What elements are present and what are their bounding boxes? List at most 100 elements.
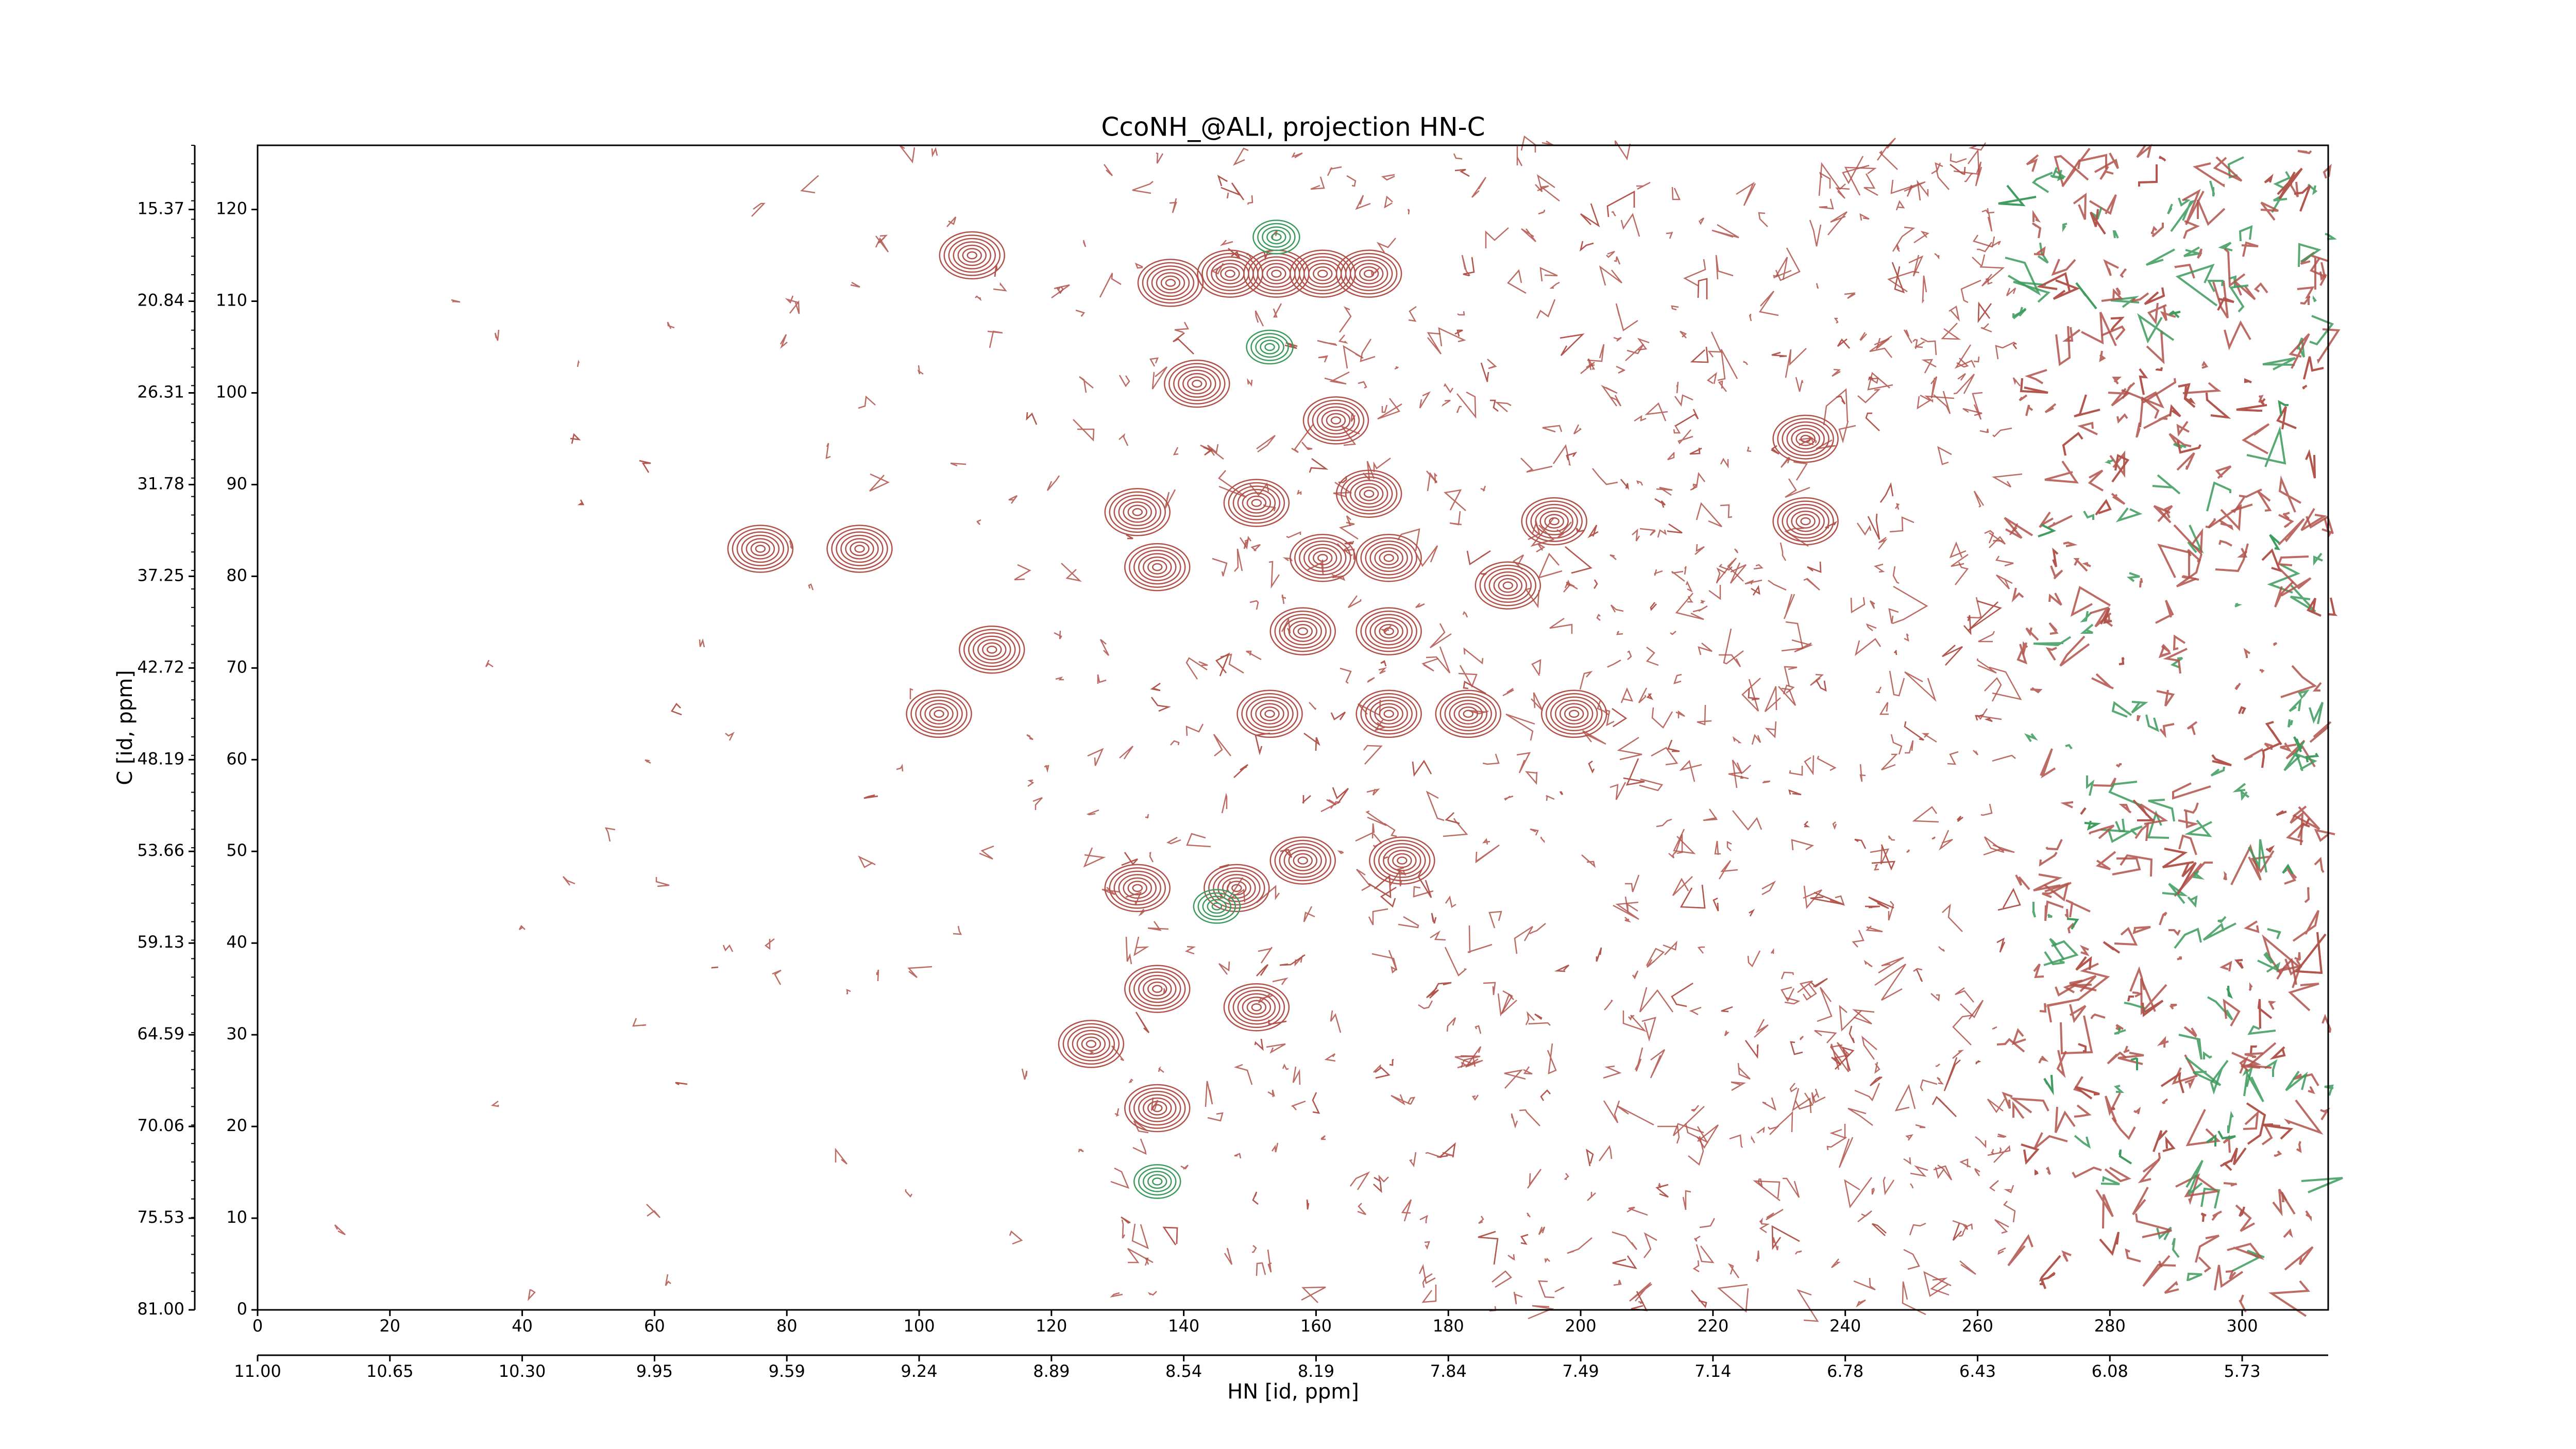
- noise-contour: [1310, 176, 1325, 190]
- noise-contour: [1930, 993, 1940, 1002]
- noise-contour: [1657, 1183, 1662, 1188]
- noise-contour: [2073, 558, 2088, 572]
- noise-contour: [1909, 1222, 1926, 1236]
- noise-contour: [1667, 739, 1680, 752]
- contour-ring: [1313, 266, 1333, 281]
- noise-contour: [2114, 1027, 2126, 1035]
- y-tick-label: 70: [226, 657, 247, 677]
- noise-contour: [2069, 980, 2097, 991]
- noise-contour: [1521, 228, 1536, 242]
- contour-ring: [1777, 418, 1834, 460]
- noise-contour: [1865, 412, 1880, 431]
- noise-contour: [2012, 1101, 2025, 1119]
- noise-contour: [1780, 542, 1787, 561]
- noise-contour: [1776, 1110, 1793, 1133]
- noise-contour: [2184, 1174, 2220, 1198]
- contour-ring: [1168, 363, 1226, 405]
- noise-contour: [1972, 392, 1983, 420]
- noise-contour: [1646, 693, 1653, 700]
- noise-contour: [1623, 758, 1645, 786]
- noise-contour: [1921, 733, 1937, 743]
- noise-contour: [1536, 299, 1556, 319]
- noise-contour: [2161, 644, 2171, 653]
- noise-contour: [2040, 1280, 2046, 1289]
- contour-ring: [1279, 614, 1327, 649]
- contour-ring: [1132, 884, 1143, 892]
- contour-ring: [1463, 710, 1474, 718]
- noise-contour: [1869, 600, 1875, 609]
- noise-contour: [1896, 244, 1900, 252]
- contour-ring: [1138, 1094, 1177, 1122]
- noise-contour: [1603, 1100, 1620, 1123]
- contour-ring: [1123, 877, 1153, 899]
- noise-contour: [2198, 1256, 2212, 1273]
- contour-ring: [1058, 1020, 1125, 1068]
- noise-contour: [863, 794, 878, 799]
- noise-contour: [1032, 797, 1043, 810]
- noise-contour: [1673, 829, 1696, 854]
- noise-contour: [1920, 1079, 1938, 1091]
- contour-ring: [1355, 534, 1422, 582]
- noise-contour: [2293, 736, 2303, 752]
- contour-ring: [1439, 693, 1497, 735]
- noise-contour: [1559, 791, 1564, 795]
- contour-ring: [1355, 607, 1422, 655]
- x-tick-label: 100: [903, 1316, 935, 1336]
- contour-ring: [1786, 507, 1825, 535]
- noise-contour: [1754, 1019, 1769, 1038]
- contour-ring: [1232, 485, 1281, 520]
- noise-contour: [1941, 323, 1961, 340]
- noise-contour: [975, 295, 982, 301]
- noise-contour: [1378, 1174, 1389, 1183]
- x-tick-label: 220: [1697, 1316, 1728, 1336]
- y-tick-label: 80: [226, 565, 247, 585]
- noise-contour: [2003, 1201, 2016, 1223]
- noise-contour: [1528, 1022, 1551, 1026]
- contour-ring: [1435, 689, 1502, 738]
- noise-contour: [1968, 600, 2002, 631]
- peak: [1246, 329, 1294, 365]
- noise-contour: [2297, 150, 2312, 155]
- noise-contour: [1638, 687, 1648, 703]
- noise-contour: [1955, 562, 1969, 585]
- noise-contour: [1857, 1210, 1872, 1222]
- noise-contour: [1587, 525, 1599, 538]
- noise-contour: [1302, 795, 1311, 804]
- noise-contour: [2306, 515, 2334, 534]
- noise-contour: [1639, 987, 1674, 1013]
- noise-contour: [1519, 1109, 1540, 1126]
- noise-contour: [2110, 296, 2140, 308]
- peak: [959, 625, 1025, 674]
- peak: [1269, 607, 1336, 655]
- noise-contour: [1565, 546, 1592, 574]
- noise-contour: [950, 462, 967, 467]
- noise-contour: [1149, 357, 1159, 367]
- noise-contour: [979, 845, 994, 860]
- contour-ring: [1269, 607, 1336, 655]
- noise-contour: [1026, 412, 1038, 425]
- noise-contour: [1697, 704, 1712, 726]
- noise-contour: [2051, 259, 2076, 276]
- noise-contour: [2044, 460, 2079, 484]
- y2-tick-label: 31.78: [137, 474, 184, 493]
- x2-tick-label: 8.89: [1033, 1361, 1070, 1381]
- noise-contour: [1675, 409, 1699, 427]
- contour-ring: [929, 706, 949, 721]
- noise-contour: [1125, 936, 1132, 965]
- noise-contour: [1132, 181, 1154, 194]
- noise-contour: [2157, 544, 2190, 578]
- noise-contour: [2060, 1015, 2093, 1055]
- contour-ring: [1246, 329, 1294, 365]
- contour-ring: [1379, 706, 1399, 721]
- noise-contour: [2246, 426, 2286, 467]
- noise-contour: [1758, 212, 1768, 227]
- noise-contour: [1586, 1149, 1594, 1167]
- noise-contour: [2206, 392, 2231, 419]
- peak: [1521, 497, 1587, 546]
- contour-ring: [826, 525, 893, 573]
- noise-contour: [1511, 1113, 1518, 1129]
- noise-contour: [1485, 227, 1509, 248]
- noise-contour: [1920, 337, 1937, 356]
- noise-contour: [1588, 760, 1595, 773]
- contour-ring: [1326, 413, 1346, 428]
